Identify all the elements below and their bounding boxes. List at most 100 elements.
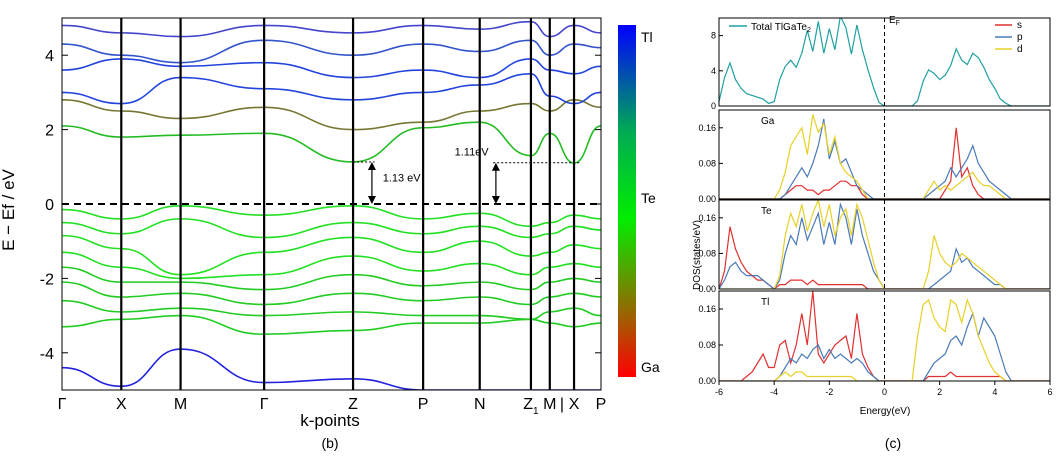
dos-ytick-label-0-0: 0 [711,101,716,111]
dos-curve-3-p [719,311,1050,381]
band-ytick-label-3: 2 [45,123,54,140]
dos-xtick-label-3: 0 [882,387,887,397]
band-ytick-label-1: -2 [40,271,54,288]
dos-curve-3-d [719,298,1050,381]
dos-curve-2-d [719,200,1050,289]
dos-curves-0 [719,18,1050,106]
legend-label-p: p [1017,32,1023,43]
band-line-9 [62,121,601,164]
colorbar-label-te: Te [641,190,656,206]
dos-ytick-label-2-0: 0.00 [698,284,716,294]
dos-subplot-2: 0.00 0.08 0.16 Te [698,199,1051,294]
dos-panel-label-total: Total TlGaTe2 [751,22,811,34]
gap-label-1: 1.11eV [455,147,490,159]
band-line-11 [62,72,601,105]
dos-y-axis-label: DOS(states/eV) [692,220,703,290]
dos-xtick-label-2: -2 [825,387,833,397]
dos-subplot-1: 0.00 0.08 0.16 Ga [698,109,1051,204]
legend-label-d: d [1017,44,1023,55]
band-line-8 [62,348,601,390]
band-ytick-label-4: 4 [45,48,54,65]
dos-xtick-label-4: 2 [937,387,942,397]
band-gap-annotations: 1.13 eV 1.11eV [353,147,580,204]
kpoint-subscript: 1 [533,406,539,417]
band-line-12 [62,58,601,79]
band-line-7 [62,314,601,336]
band-line-6 [62,299,601,321]
dos-xtick-label-1: -4 [770,387,778,397]
total-label-subscript: 2 [807,27,811,34]
dos-xtick-label-0: -6 [715,387,723,397]
dos-xtick-label-6: 6 [1047,387,1052,397]
kpoint-label-10: P [596,396,607,413]
kpoint-label-2: M [174,396,187,413]
band-lines [62,20,601,390]
gap-label-0: 1.13 eV [383,173,422,185]
band-x-axis-label: k-points [300,411,360,430]
dos-ytick-label-1-0: 0.00 [698,194,716,204]
gap-arrowhead-top-1 [491,162,500,171]
dos-ytick-label-0-2: 8 [711,31,716,41]
kpoint-label-0: Γ [58,396,67,413]
band-line-5 [62,281,601,306]
band-y-ticks: -4 -2 0 2 4 [40,48,601,363]
dos-panel-label: (c) [885,435,901,451]
dos-subplot-3: 0.00 0.08 0.16 Tl [698,290,1051,386]
dos-legend: spd [995,20,1023,55]
kpoint-label-9: X [569,396,580,413]
band-line-10 [62,99,601,131]
dos-panel-label-te: Te [761,206,772,217]
dos-ytick-label-3-1: 0.08 [698,340,716,350]
gap-arrowhead-bottom-1 [491,196,500,204]
band-line-3 [62,251,601,280]
kpoint-label-8: M [543,396,556,413]
band-ytick-label-0: -4 [40,346,54,363]
kpoint-label-6: N [474,396,486,413]
dos-panel-label-ga: Ga [761,116,775,127]
kpoint-label-5: P [418,396,429,413]
dos-curve-3-s [719,291,1050,381]
band-line-0 [62,205,601,228]
dos-subplot-0: 0 4 8 Total TlGaTe2 [711,17,1051,111]
band-line-13 [62,39,601,64]
kpoint-label-3: Γ [260,396,269,413]
kpoint-label-7: Z1 [523,396,539,417]
dos-xtick-label-5: 4 [992,387,997,397]
colorbar [618,25,636,377]
colorbar-label-ga: Ga [641,359,660,375]
band-ytick-label-2: 0 [45,197,54,214]
dos-curve-1-d [719,114,1050,199]
dos-ytick-label-2-1: 0.08 [698,248,716,258]
dos-ytick-label-2-2: 0.16 [698,213,716,223]
dos-curves-3 [719,291,1050,381]
dos-curves-2 [719,200,1050,289]
dos-ytick-label-1-1: 0.08 [698,158,716,168]
band-line-14 [62,20,601,38]
kpoint-label-4: Z [348,396,358,413]
dos-panel-label-tl: Tl [761,297,769,308]
gap-arrowhead-bottom-0 [367,196,376,204]
band-line-2 [62,234,601,276]
band-x-ticks: Γ X M Γ Z P N Z1 M X P| [58,396,607,417]
kpoint-separator: | [560,396,564,413]
dos-ytick-label-3-0: 0.00 [698,376,716,386]
dos-curve-1-p [719,118,1050,199]
band-panel-label: (b) [321,435,338,451]
dos-curve-2-p [719,202,1050,289]
band-line-4 [62,266,601,291]
band-y-axis-label: E − Ef / eV [0,168,18,250]
gap-arrowhead-top-0 [367,161,376,170]
kpoint-label-1: X [116,396,127,413]
fermi-label: EF [889,15,900,27]
dos-ytick-label-3-2: 0.16 [698,304,716,314]
dos-x-axis-label: Energy(eV) [860,406,911,417]
legend-label-s: s [1017,20,1022,31]
dos-ytick-label-1-2: 0.16 [698,123,716,133]
band-line-1 [62,218,601,239]
dos-x-ticks: -6 -4 -2 0 2 4 6 [715,381,1053,397]
dos-curves-1 [719,114,1050,199]
